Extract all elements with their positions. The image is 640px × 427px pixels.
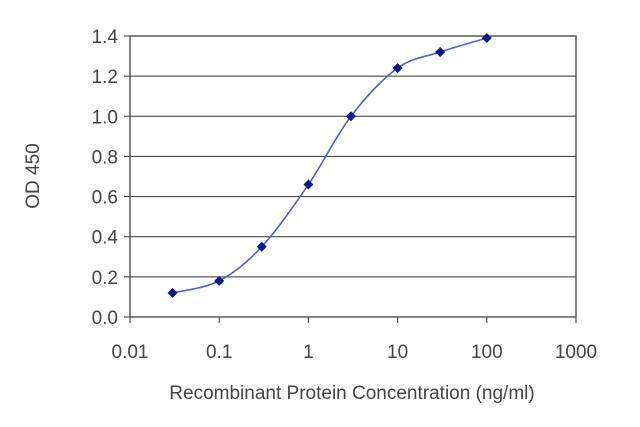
y-tick-label: 1.0	[92, 107, 118, 128]
y-tick-label: 1.4	[92, 27, 119, 48]
x-tick-label: 0.1	[206, 342, 232, 363]
x-tick-label: 10	[387, 342, 408, 363]
x-tick-label: 1	[303, 342, 314, 363]
y-tick-label: 0.8	[92, 147, 118, 168]
data-point	[303, 179, 314, 190]
y-tick-label: 0.0	[92, 308, 118, 329]
fit-curve	[172, 37, 488, 294]
y-tick-label: 1.2	[92, 67, 118, 88]
y-axis-label: OD 450	[23, 143, 44, 208]
x-axis-label: Recombinant Protein Concentration (ng/ml…	[169, 383, 534, 404]
axis-ticks	[124, 35, 577, 323]
data-point	[392, 63, 403, 74]
y-tick-label: 0.4	[92, 228, 119, 249]
data-point	[345, 111, 356, 122]
data-points	[167, 33, 492, 298]
y-tick-label: 0.6	[92, 188, 118, 209]
plot-frame	[129, 35, 577, 318]
x-tick-label: 1000	[555, 342, 597, 363]
data-point	[256, 241, 267, 252]
x-tick-label: 0.01	[112, 342, 149, 363]
x-tick-labels: 0.01 0.1 1 10 100 1000	[112, 342, 598, 363]
data-point	[214, 275, 225, 286]
gridlines	[130, 75, 576, 278]
data-point	[435, 47, 446, 58]
data-point	[167, 287, 178, 298]
data-point	[481, 33, 492, 44]
y-tick-labels: 0.0 0.2 0.4 0.6 0.8 1.0 1.2 1.4	[92, 27, 119, 329]
y-tick-label: 0.2	[92, 268, 118, 289]
x-tick-label: 100	[471, 342, 503, 363]
